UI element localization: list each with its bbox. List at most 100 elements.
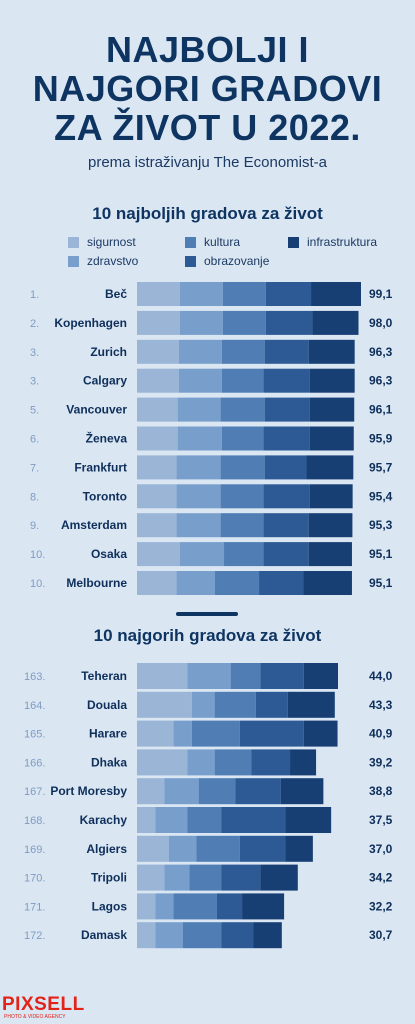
best-bar-segment-kultura (224, 542, 264, 567)
best-score-label: 96,1 (369, 403, 393, 417)
worst-bar-segment-zdravstvo (164, 864, 190, 891)
worst-bar-segment-infrastruktura (285, 807, 332, 833)
best-bar-segment-obrazovanje (265, 282, 312, 306)
best-city-label: Melbourne (66, 576, 127, 590)
best-city-label: Beč (105, 287, 127, 301)
best-bar-segment-infrastruktura (308, 513, 353, 538)
worst-bar-segment-kultura (187, 807, 222, 833)
pixsell-tagline: PHOTO & VIDEO AGENCY (4, 1014, 66, 1020)
best-rank-label: 2. (30, 318, 39, 330)
worst-bar-segment-obrazovanje (235, 778, 281, 805)
worst-bar-segment-infrastruktura (253, 922, 282, 949)
worst-bar-segment-kultura (191, 720, 240, 747)
legend-swatch-zdravstvo (68, 255, 79, 267)
best-bar-segment-sigurnost (137, 542, 180, 567)
worst-bar-segment-zdravstvo (187, 663, 231, 689)
best-bar-segment-obrazovanje (259, 571, 304, 595)
worst-bar-segment-infrastruktura (242, 893, 285, 920)
worst-bar-segment-zdravstvo (164, 778, 199, 805)
legend-label-zdravstvo: zdravstvo (87, 254, 139, 268)
best-bar-segment-sigurnost (137, 397, 178, 422)
legend-swatch-infrastruktura (288, 236, 299, 248)
worst-bar-segment-sigurnost (137, 691, 192, 718)
best-bar-segment-infrastruktura (306, 455, 354, 480)
best-score-label: 95,3 (369, 518, 393, 532)
worst-rank-label: 170. (24, 873, 45, 885)
worst-bar-segment-obrazovanje (255, 691, 288, 718)
worst-score-label: 40,9 (369, 727, 393, 741)
worst-bar-segment-sigurnost (137, 922, 156, 949)
best-bar-segment-obrazovanje (263, 426, 310, 451)
worst-score-label: 37,0 (369, 842, 393, 856)
worst-bar-segment-infrastruktura (280, 778, 324, 805)
best-city-label: Frankfurt (74, 460, 127, 474)
worst-score-label: 34,2 (369, 871, 393, 885)
best-bar-segment-infrastruktura (308, 339, 355, 364)
best-rank-label: 1. (30, 289, 39, 301)
worst-rank-label: 169. (24, 844, 45, 856)
best-bar-segment-zdravstvo (176, 484, 221, 509)
worst-bar-segment-sigurnost (137, 749, 188, 776)
worst-score-label: 43,3 (369, 698, 393, 712)
best-bar-segment-obrazovanje (264, 455, 307, 480)
best-bar-segment-sigurnost (137, 310, 180, 335)
best-rank-label: 5. (30, 405, 39, 417)
legend-label-kultura: kultura (204, 235, 241, 249)
worst-score-label: 39,2 (369, 755, 393, 769)
worst-city-label: Port Moresby (50, 784, 127, 798)
worst-bar-segment-kultura (173, 893, 217, 920)
worst-bar-segment-obrazovanje (221, 864, 261, 891)
best-bar-segment-zdravstvo (179, 542, 225, 567)
worst-bar-segment-sigurnost (137, 807, 156, 833)
best-rank-label: 3. (30, 376, 39, 388)
best-bar-segment-zdravstvo (179, 282, 223, 306)
best-score-label: 96,3 (369, 345, 393, 359)
worst-bar-segment-obrazovanje (216, 893, 243, 920)
page-title: NAJBOLJI I NAJGORI GRADOVI ZA ŽIVOT U 20… (0, 30, 415, 147)
legend-label-sigurnost: sigurnost (87, 235, 136, 249)
best-bar-segment-sigurnost (137, 571, 177, 595)
worst-bar-segment-obrazovanje (260, 663, 304, 689)
best-city-label: Amsterdam (61, 518, 127, 532)
legend-swatch-kultura (185, 236, 196, 248)
subtitle: prema istraživanju The Economist-a (88, 154, 327, 171)
worst-city-label: Algiers (86, 842, 127, 856)
worst-bar-segment-sigurnost (137, 663, 188, 689)
best-score-label: 95,1 (369, 576, 393, 590)
best-bar-segment-sigurnost (137, 484, 177, 509)
best-bar-segment-obrazovanje (264, 339, 309, 364)
worst-city-label: Tripoli (91, 871, 127, 885)
worst-rank-label: 166. (24, 757, 45, 769)
worst-bar-segment-infrastruktura (260, 864, 298, 891)
best-bar-segment-obrazovanje (265, 310, 313, 335)
best-bar-segment-zdravstvo (176, 513, 221, 538)
best-city-label: Calgary (83, 374, 127, 388)
best-score-label: 95,4 (369, 489, 393, 503)
best-bar-segment-kultura (222, 282, 266, 306)
best-bar-segment-kultura (220, 397, 265, 422)
best-bar-segment-sigurnost (137, 282, 180, 306)
best-bar-segment-sigurnost (137, 339, 179, 364)
worst-bar-segment-obrazovanje (239, 720, 304, 747)
legend-swatch-sigurnost (68, 236, 79, 248)
best-bar-segment-obrazovanje (263, 542, 309, 567)
best-rank-label: 3. (30, 347, 39, 359)
best-bar-segment-infrastruktura (309, 484, 353, 509)
best-bar-segment-kultura (221, 339, 265, 364)
worst-bar-segment-sigurnost (137, 893, 156, 920)
best-score-label: 98,0 (369, 316, 393, 330)
best-city-label: Vancouver (66, 403, 127, 417)
worst-bar-segment-sigurnost (137, 864, 165, 891)
worst-bar-segment-kultura (214, 749, 252, 776)
best-bar-segment-infrastruktura (311, 282, 361, 306)
legend-item-kultura: kultura (185, 235, 240, 249)
best-bar-segment-zdravstvo (176, 571, 215, 595)
worst-city-label: Karachy (80, 813, 128, 827)
best-bar-segment-zdravstvo (178, 368, 222, 393)
best-bar-segment-kultura (220, 513, 264, 538)
worst-rank-label: 165. (24, 729, 45, 741)
worst-score-label: 30,7 (369, 928, 393, 942)
best-city-label: Toronto (83, 489, 127, 503)
worst-bar-segment-zdravstvo (155, 893, 174, 920)
title-line-1: NAJBOLJI I (105, 29, 310, 70)
